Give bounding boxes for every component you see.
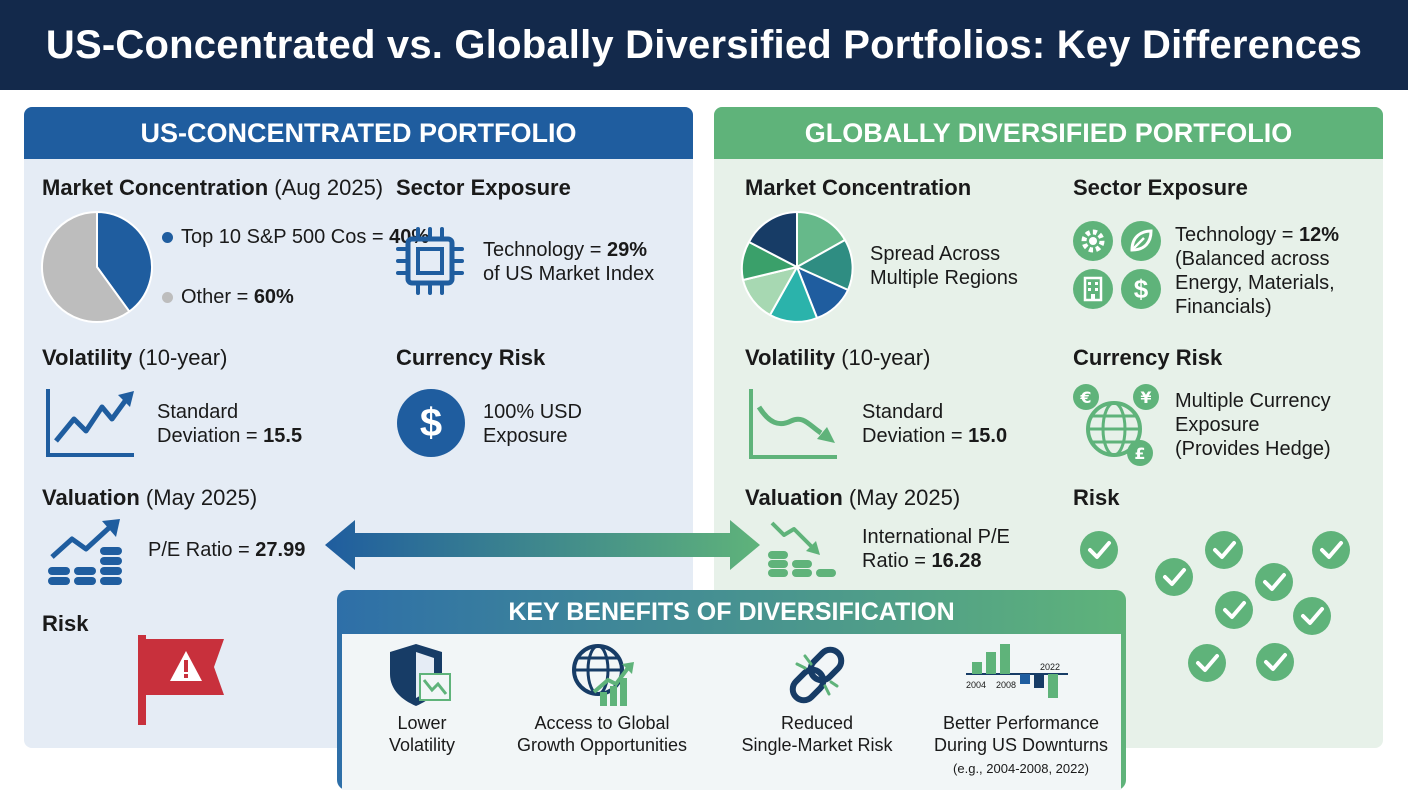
rising-line-chart-icon [46,389,134,457]
us-panel-header: US-CONCENTRATED PORTFOLIO [24,107,693,159]
leaf-icon [1121,221,1161,261]
svg-text:€: € [1079,388,1091,407]
us-market-legend-top10: Top 10 S&P 500 Cos = 40% [162,225,429,249]
us-market-title: Market Concentration (Aug 2025) [42,175,384,200]
title-bar: US-Concentrated vs. Globally Diversified… [0,0,1408,90]
global-market-text: Spread Across Multiple Regions [870,243,1018,289]
us-valuation-text: P/E Ratio = 27.99 [148,539,306,561]
legend-dot-blue [162,232,173,244]
dollar-coin-icon: $ [397,389,465,457]
global-panel-header: GLOBALLY DIVERSIFIED PORTFOLIO [714,107,1383,159]
us-valuation-title: Valuation (May 2025) [42,485,258,510]
globe-growth-icon [572,644,634,706]
us-currency-title: Currency Risk [396,345,546,370]
us-sector-title: Sector Exposure [396,175,571,200]
benefit-lower-volatility: Lower Volatility [388,713,456,755]
benefit-reduced-risk: Reduced Single-Market Risk [741,713,893,755]
check-circle-icon [1080,531,1118,569]
check-circle-icon [1255,563,1293,601]
us-pie-slice-top10 [96,210,153,313]
us-market-legend-other: Other = 60% [162,285,294,309]
svg-text:$: $ [1134,274,1149,304]
check-circle-icon [1188,644,1226,682]
key-benefits-header: KEY BENEFITS OF DIVERSIFICATION [508,597,955,626]
key-benefits-box: KEY BENEFITS OF DIVERSIFICATION Lower Vol… [337,590,1126,790]
chart-label-2008: 2008 [996,680,1016,690]
broken-chain-icon [789,646,845,704]
dollar-icon: $ [1121,269,1161,309]
us-currency-text: 100% USD Exposure [483,401,582,447]
falling-line-chart-icon [749,389,837,459]
us-volatility-text: Standard Deviation = 15.5 [157,401,303,447]
us-market-pie-chart [40,210,153,323]
page-title: US-Concentrated vs. Globally Diversified… [45,22,1363,67]
global-valuation-title: Valuation (May 2025) [745,485,961,510]
global-market-title: Market Concentration [745,175,972,200]
check-circle-icon [1256,643,1294,681]
global-currency-title: Currency Risk [1073,345,1223,370]
shield-chart-icon [390,644,451,706]
svg-text:£: £ [1134,444,1145,463]
benefit-better-performance: Better Performance During US Downturns (e.… [933,713,1109,776]
check-circle-icon [1312,531,1350,569]
key-benefits-body: Lower Volatility Access to Global Growth O… [342,634,1121,790]
globe-currency-icon: € ¥ £ [1073,384,1159,466]
chart-label-2004: 2004 [966,680,986,690]
global-sector-title: Sector Exposure [1073,175,1248,200]
global-sector-text: Technology = 12% (Balanced across Energy… [1175,224,1340,318]
us-pie-slice-other [40,210,131,323]
global-pie-slice-7 [747,210,798,269]
global-volatility-title: Volatility (10-year) [745,345,931,370]
global-volatility-text: Standard Deviation = 15.0 [862,401,1008,447]
global-risk-checks [714,107,1383,748]
bar-chart-years-icon: 2004 2008 2022 [966,644,1068,698]
cpu-chip-icon [396,227,464,295]
us-sector-text: Technology = 29% of US Market Index [483,239,655,285]
comparison-double-arrow-icon [325,520,760,570]
coins-growth-icon [48,519,122,585]
chart-label-2022: 2022 [1040,662,1060,672]
global-valuation-text: International P/E Ratio = 16.28 [862,526,1010,572]
check-circle-icon [1215,591,1253,629]
global-pie-slice-1 [796,210,847,269]
global-pie-slice-2 [794,238,854,292]
gear-icon [1073,221,1113,261]
coins-decline-icon [768,521,836,577]
global-currency-text: Multiple Currency Exposure (Provides Hed… [1175,390,1331,460]
svg-text:$: $ [420,401,442,445]
check-circle-icon [1205,531,1243,569]
legend-dot-gray [162,292,173,304]
us-risk-title: Risk [42,611,89,636]
check-circle-icon [1293,597,1331,635]
svg-text:¥: ¥ [1140,388,1151,407]
benefit-global-growth: Access to Global Growth Opportunities [516,713,688,755]
warning-flag-icon [138,635,224,725]
us-volatility-title: Volatility (10-year) [42,345,228,370]
global-market-pie-chart [740,210,854,323]
global-sector-icons: $ [1072,220,1164,312]
building-icon [1073,269,1113,309]
global-risk-title: Risk [1073,485,1120,510]
check-circle-icon [1155,558,1193,596]
